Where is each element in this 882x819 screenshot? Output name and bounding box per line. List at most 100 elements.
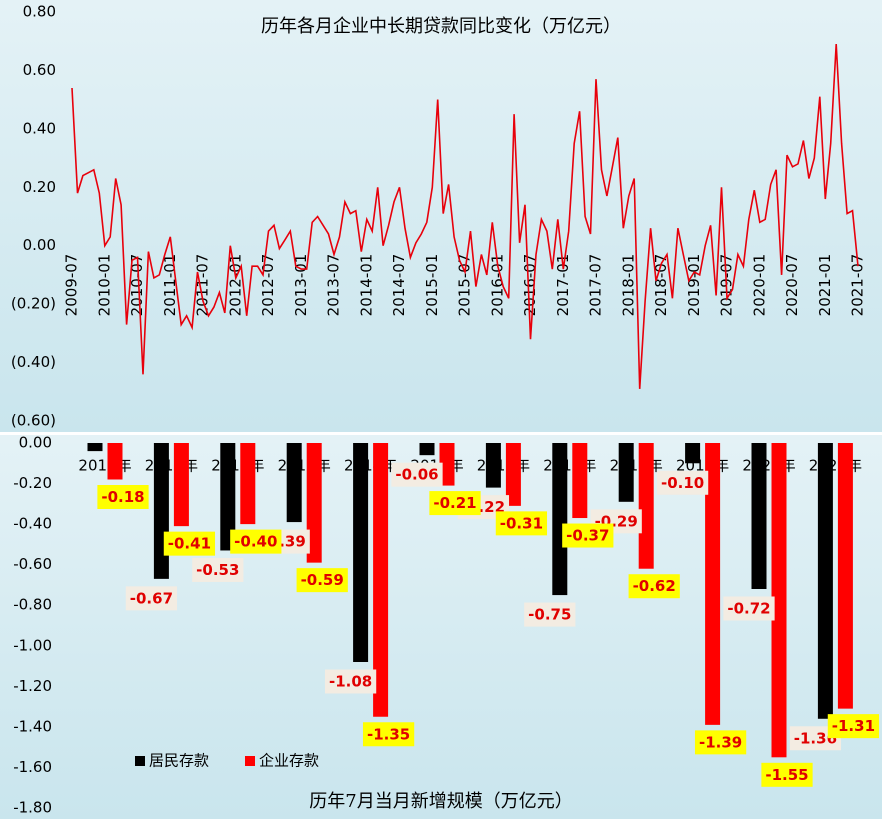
value-label: -0.67	[130, 589, 173, 607]
bar	[373, 443, 389, 717]
bar	[638, 443, 654, 569]
value-label: -0.10	[661, 474, 704, 492]
line-series	[71, 44, 859, 389]
y-tick-label: -1.60	[13, 758, 52, 776]
value-label-bg	[296, 568, 348, 593]
x-tick-label: 2017年	[543, 457, 596, 475]
x-tick-label: 2010-01	[95, 254, 113, 317]
value-label: -0.62	[633, 577, 676, 595]
value-label: -0.40	[234, 533, 277, 551]
x-tick-label: 2020-07	[783, 254, 801, 317]
x-tick-label: 2019-01	[685, 254, 703, 317]
value-label-bg	[362, 722, 415, 747]
x-tick-label: 2015-01	[423, 254, 441, 317]
y-tick-label: 0.40	[23, 119, 56, 137]
y-tick-label: (0.40)	[11, 353, 56, 371]
x-tick-label: 2010年	[78, 457, 131, 475]
x-tick-label: 2021-01	[816, 254, 834, 317]
bar	[353, 443, 369, 662]
bar	[107, 443, 123, 480]
bar	[220, 443, 236, 551]
value-label-bg	[429, 491, 481, 516]
value-label-bg	[495, 511, 548, 536]
x-tick-label: 2012年	[211, 457, 264, 475]
chart-title: 历年各月企业中长期贷款同比变化（万亿元）	[261, 16, 621, 37]
value-label: -1.31	[832, 717, 875, 735]
value-label-bg	[656, 470, 709, 495]
bar	[173, 443, 189, 527]
x-tick-label: 2013年	[278, 457, 331, 475]
bar	[552, 443, 568, 596]
legend-label: 企业存款	[259, 752, 319, 770]
y-tick-label: -0.20	[13, 474, 52, 492]
value-label: -0.72	[727, 600, 770, 618]
legend-swatch	[135, 756, 145, 766]
bar	[751, 443, 767, 589]
panel-gap	[0, 432, 882, 435]
y-tick-label: -1.40	[13, 717, 52, 735]
bar	[87, 443, 103, 452]
x-tick-label: 2015-07	[456, 254, 474, 317]
x-tick-label: 2009-07	[63, 254, 81, 317]
y-tick-label: 0.00	[23, 236, 56, 254]
bar	[439, 443, 455, 486]
y-tick-label: 0.60	[23, 61, 56, 79]
bar	[817, 443, 833, 719]
value-label: -0.21	[433, 494, 476, 512]
value-label: -0.31	[500, 514, 543, 532]
value-label-bg	[761, 762, 813, 787]
bar	[618, 443, 634, 502]
value-label: -0.18	[101, 488, 144, 506]
value-label-bg	[125, 586, 178, 611]
bar	[240, 443, 256, 525]
bar	[286, 443, 302, 523]
x-tick-label: 2016年	[477, 457, 530, 475]
y-tick-label: 0.00	[19, 434, 52, 452]
value-label: -1.36	[794, 729, 837, 747]
y-tick-label: -1.00	[13, 636, 52, 654]
bar	[505, 443, 521, 506]
x-tick-label: 2016-07	[521, 254, 539, 317]
x-tick-label: 2021年	[809, 457, 862, 475]
panel-bg	[0, 0, 882, 432]
value-label: -0.41	[168, 535, 211, 553]
value-label-bg	[524, 602, 576, 627]
y-tick-label: 0.80	[23, 3, 56, 21]
value-label-bg	[192, 557, 244, 582]
value-label-bg	[163, 531, 216, 556]
value-label-bg	[827, 714, 880, 739]
value-label: -0.53	[196, 561, 239, 579]
bar	[306, 443, 322, 563]
value-label-bg	[628, 574, 680, 599]
x-tick-label: 2017-01	[554, 254, 572, 317]
bar	[837, 443, 853, 709]
value-label-bg	[723, 596, 775, 621]
x-tick-label: 2020-01	[750, 254, 768, 317]
x-tick-label: 2017-07	[587, 254, 605, 317]
y-tick-label: (0.20)	[11, 295, 56, 313]
y-tick-label: (0.60)	[11, 412, 56, 430]
x-tick-label: 2010-07	[128, 254, 146, 317]
y-tick-label: -0.80	[13, 596, 52, 614]
value-label: -0.75	[528, 606, 571, 624]
value-label-bg	[230, 529, 282, 554]
value-label: -1.55	[765, 766, 808, 784]
x-tick-label: 2018-01	[619, 254, 637, 317]
value-label-bg	[391, 462, 443, 487]
legend-label: 居民存款	[149, 752, 209, 770]
legend-swatch	[245, 756, 255, 766]
value-label: -0.06	[395, 466, 438, 484]
x-tick-label: 2020年	[742, 457, 795, 475]
y-tick-label: -1.80	[13, 799, 52, 817]
value-label-bg	[97, 485, 149, 509]
x-tick-label: 2018-07	[652, 254, 670, 317]
x-tick-label: 2013-07	[325, 254, 343, 317]
y-tick-label: -1.20	[13, 677, 52, 695]
bar	[705, 443, 721, 725]
x-tick-label: 2021-07	[849, 254, 867, 317]
value-label: -0.37	[566, 527, 609, 545]
bar	[572, 443, 588, 519]
bar	[153, 443, 169, 579]
x-tick-label: 2011年	[145, 457, 198, 475]
